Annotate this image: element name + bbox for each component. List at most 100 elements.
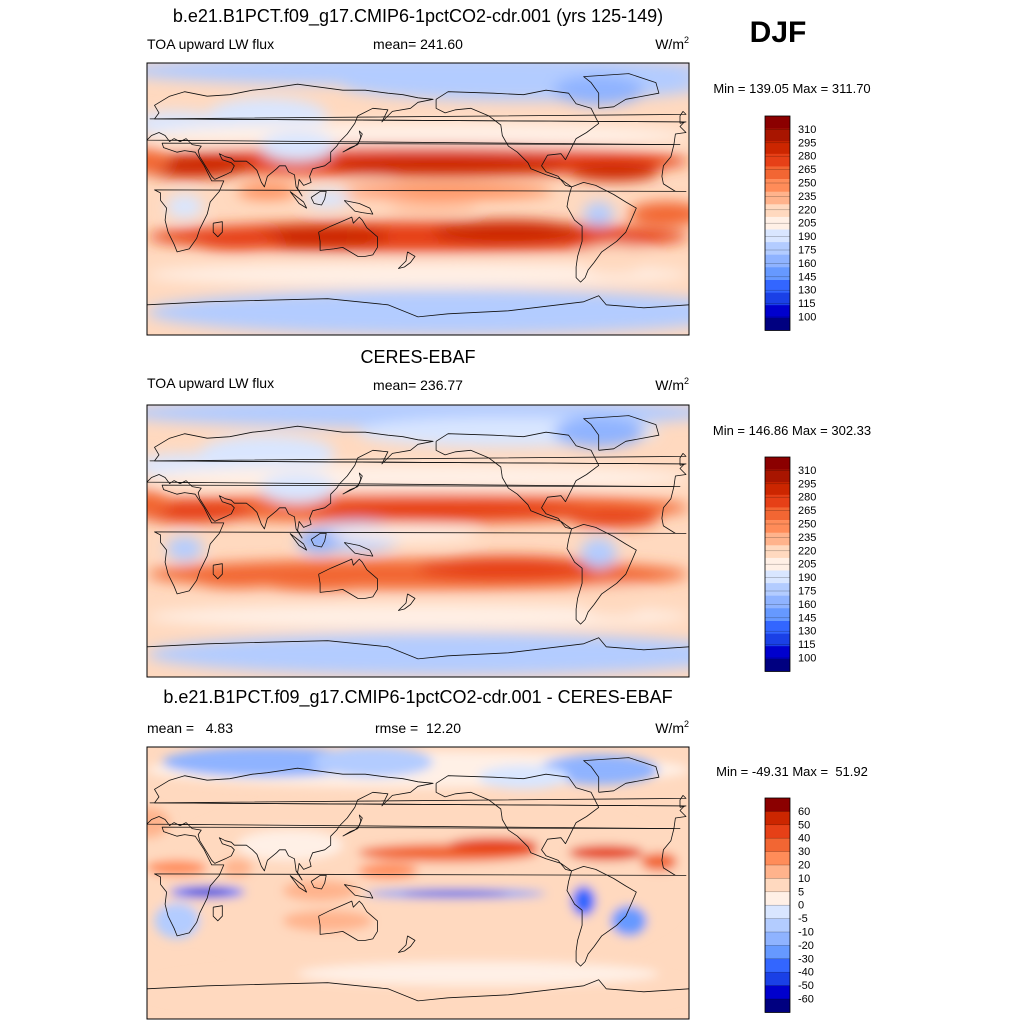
map-frame: [146, 62, 690, 336]
map-frame: [146, 404, 690, 678]
colorbar-swatch: [765, 267, 790, 281]
field-region: [342, 183, 554, 199]
field-region: [147, 807, 170, 838]
panel-mean: mean = 4.83: [147, 720, 233, 736]
panel-minmax: Min = 146.86 Max = 302.33: [713, 423, 871, 438]
colorbar-tick-label: -10: [798, 927, 814, 939]
field-region: [418, 556, 599, 581]
colorbar-swatch: [765, 851, 790, 866]
colorbar-tick-label: 100: [798, 312, 816, 324]
field-region: [184, 889, 230, 896]
coast-africa: [154, 826, 687, 937]
field-layer: [147, 405, 689, 676]
coast-africa: [154, 142, 687, 253]
field-region: [147, 262, 689, 287]
colorbar-tick-label: 160: [798, 599, 816, 611]
colorbar-tick-label: 30: [798, 846, 810, 858]
field-region: [147, 604, 689, 629]
field-region: [478, 765, 569, 790]
coast-south-america: [566, 866, 637, 967]
coast-japan: [342, 130, 363, 153]
field-region: [402, 890, 509, 897]
colorbar-tick-label: 175: [798, 586, 816, 598]
field-region: [147, 860, 208, 876]
field-region: [628, 202, 689, 227]
coast-uk: [149, 453, 687, 466]
colorbar-swatch: [765, 608, 790, 622]
coast-antarctica: [147, 979, 689, 1002]
colorbar-tick-label: -30: [798, 953, 814, 965]
colorbar-swatch: [765, 317, 790, 331]
panel-minmax: Min = -49.31 Max = 51.92: [716, 764, 868, 779]
map-field: [147, 405, 689, 677]
field-region: [147, 289, 689, 335]
coast-eurasia: [147, 425, 687, 539]
colorbar-swatch: [765, 494, 790, 508]
coast-borneo: [310, 191, 327, 206]
panel-minmax: Min = 139.05 Max = 311.70: [713, 81, 870, 96]
coast-borneo: [310, 875, 327, 890]
colorbar-swatch: [765, 658, 790, 672]
colorbar-swatch: [765, 254, 790, 268]
colorbar-swatch: [765, 918, 790, 933]
colorbar-tick-label: 205: [798, 218, 816, 230]
colorbar-tick-label: 310: [798, 465, 816, 477]
panel-title: CERES-EBAF: [360, 347, 475, 367]
coast-australia: [318, 216, 378, 257]
colorbar-tick-label: 160: [798, 258, 816, 270]
field-region: [147, 153, 253, 178]
colorbar: 3102952802652502352202051901751601451301…: [764, 115, 816, 331]
colorbar-tick-label: -5: [798, 913, 808, 925]
field-region: [553, 417, 644, 448]
colorbar-tick-label: 175: [798, 245, 816, 257]
colorbar-tick-label: 100: [798, 653, 816, 665]
coast-madagascar: [212, 905, 223, 922]
field-region: [297, 961, 659, 986]
colorbar-swatch: [765, 116, 790, 129]
coast-japan: [342, 814, 363, 837]
colorbar-swatch: [765, 595, 790, 609]
colorbar-tick-label: 115: [798, 639, 816, 651]
coast-greenland: [583, 73, 660, 109]
coast-madagascar: [212, 221, 223, 238]
colorbar-tick-label: 50: [798, 819, 810, 831]
colorbar-tick-label: 235: [798, 532, 816, 544]
field-region: [147, 463, 689, 492]
coast-south-america: [566, 524, 637, 625]
colorbar-swatch: [765, 798, 790, 812]
coast-africa: [154, 484, 687, 595]
coast-japan: [342, 472, 363, 495]
coast-new-guinea: [343, 542, 374, 557]
colorbar-swatch: [765, 891, 790, 906]
panel-mean: mean= 241.60: [373, 36, 463, 52]
panel-model: b.e21.B1PCT.f09_g17.CMIP6-1pctCO2-cdr.00…: [146, 6, 871, 336]
field-region: [260, 473, 336, 504]
colorbar-swatch: [765, 482, 790, 496]
coast-madagascar: [212, 563, 223, 580]
field-region: [162, 747, 373, 778]
field-region: [327, 155, 569, 177]
field-layer: [147, 747, 689, 1012]
colorbar-swatch: [765, 532, 790, 546]
field-region: [327, 525, 479, 542]
colorbar-tick-label: 130: [798, 285, 816, 297]
field-region: [222, 858, 253, 878]
field-region: [260, 131, 336, 162]
colorbar-tick-label: 265: [798, 164, 816, 176]
field-region: [357, 863, 418, 879]
field-region: [568, 509, 659, 528]
colorbar-swatch: [765, 646, 790, 660]
colorbar-tick-label: 250: [798, 178, 816, 190]
colorbar-swatch: [765, 905, 790, 919]
colorbar-swatch: [765, 292, 790, 306]
coast-greenland: [583, 757, 660, 793]
colorbar-swatch: [765, 583, 790, 596]
colorbar-swatch: [765, 457, 790, 470]
colorbar-tick-label: 190: [798, 572, 816, 584]
field-region: [147, 792, 689, 974]
colorbar-swatch: [765, 811, 790, 826]
colorbar-tick-label: 0: [798, 900, 804, 912]
colorbar-tick-label: 40: [798, 833, 810, 845]
season-label: DJF: [750, 16, 807, 49]
